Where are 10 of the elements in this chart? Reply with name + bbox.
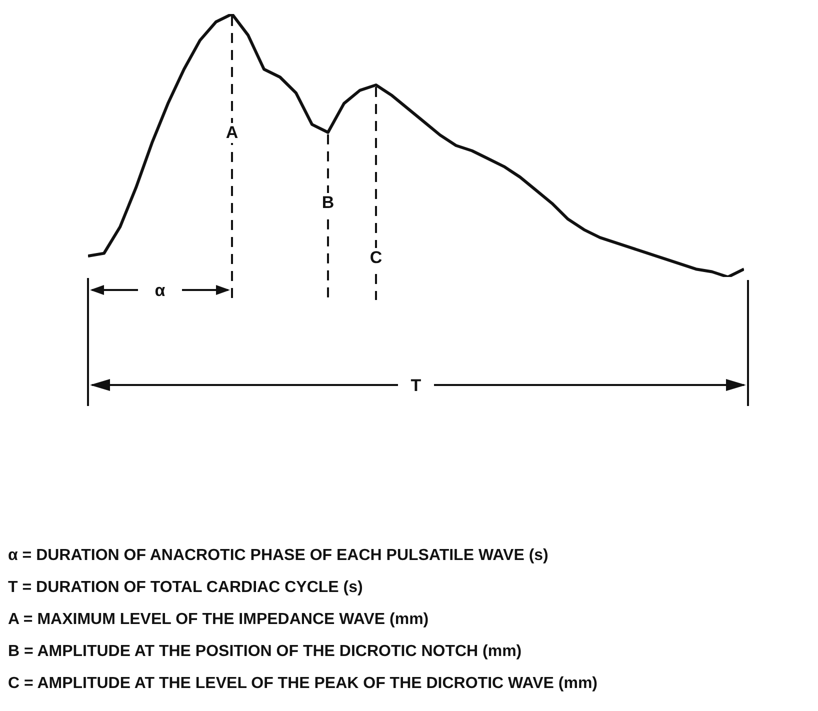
text: α bbox=[154, 281, 166, 300]
text: α = DURATION OF ANACROTIC PHASE OF EACH PULSATILE WAVE (s) bbox=[8, 546, 550, 566]
text: T = DURATION OF TOTAL CARDIAC CYCLE (s) bbox=[8, 578, 364, 598]
annotation: C bbox=[370, 248, 382, 267]
annotation: B bbox=[322, 193, 334, 212]
text: A = MAXIMUM LEVEL OF THE IMPEDANCE WAVE (mm) bbox=[8, 610, 430, 630]
annotation: A bbox=[226, 123, 238, 142]
text: C = AMPLITUDE AT THE LEVEL OF THE PEAK OF THE DICROTIC WAVE (mm) bbox=[8, 674, 598, 694]
text: B = AMPLITUDE AT THE POSITION OF THE DICROTIC NOTCH (mm) bbox=[8, 642, 523, 662]
text: T bbox=[410, 376, 422, 395]
